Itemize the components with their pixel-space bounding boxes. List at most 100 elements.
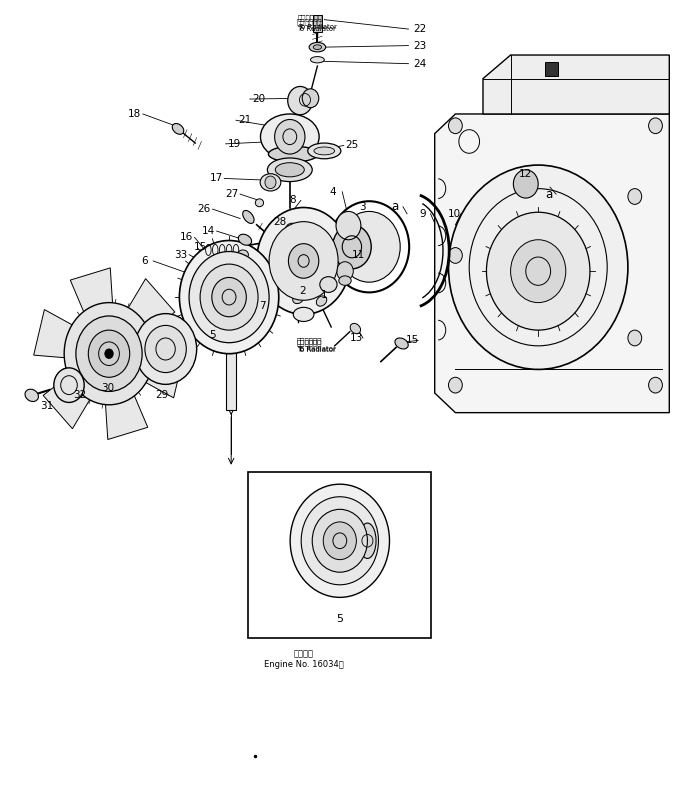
Text: 2: 2 <box>299 286 306 296</box>
Circle shape <box>145 325 186 373</box>
Text: 22: 22 <box>413 24 426 34</box>
Circle shape <box>189 252 269 343</box>
Circle shape <box>285 223 299 239</box>
Circle shape <box>628 330 642 346</box>
Circle shape <box>338 211 400 282</box>
Text: 7: 7 <box>259 301 266 310</box>
Circle shape <box>448 165 628 369</box>
Circle shape <box>649 118 662 134</box>
Circle shape <box>448 377 462 393</box>
Circle shape <box>329 201 409 292</box>
Ellipse shape <box>359 523 376 558</box>
Polygon shape <box>435 114 669 413</box>
Polygon shape <box>104 382 148 439</box>
Ellipse shape <box>339 276 351 285</box>
Text: 30: 30 <box>101 384 115 393</box>
Ellipse shape <box>309 42 326 52</box>
Circle shape <box>333 225 371 269</box>
Text: 13: 13 <box>349 333 363 343</box>
Text: To Radiator: To Radiator <box>297 346 335 352</box>
Circle shape <box>513 170 538 198</box>
Ellipse shape <box>261 114 319 160</box>
Circle shape <box>649 377 662 393</box>
Text: 15: 15 <box>193 242 207 252</box>
Circle shape <box>200 264 258 330</box>
Text: a: a <box>391 200 398 213</box>
Ellipse shape <box>320 277 337 292</box>
Circle shape <box>275 119 305 154</box>
Text: 26: 26 <box>197 204 211 214</box>
Polygon shape <box>241 296 262 310</box>
Text: 14: 14 <box>201 226 215 236</box>
Text: 3: 3 <box>359 202 366 211</box>
Text: 5: 5 <box>355 567 362 577</box>
Circle shape <box>288 86 313 115</box>
Text: 28: 28 <box>273 217 287 226</box>
Circle shape <box>302 89 319 108</box>
Circle shape <box>207 259 221 274</box>
Circle shape <box>301 497 378 585</box>
Circle shape <box>448 118 462 134</box>
Polygon shape <box>34 310 84 359</box>
Text: 12: 12 <box>519 170 533 179</box>
Bar <box>313 15 322 32</box>
Ellipse shape <box>314 147 335 155</box>
Ellipse shape <box>260 174 281 191</box>
Ellipse shape <box>293 294 304 303</box>
Text: To Radiator: To Radiator <box>298 24 337 30</box>
Circle shape <box>76 316 142 391</box>
Circle shape <box>288 244 319 278</box>
Ellipse shape <box>293 307 314 321</box>
Circle shape <box>448 248 462 263</box>
Circle shape <box>257 208 351 314</box>
Text: 23: 23 <box>413 41 426 50</box>
Ellipse shape <box>268 146 318 162</box>
Text: 9: 9 <box>419 209 426 219</box>
Text: 適用号数: 適用号数 <box>294 649 313 659</box>
Ellipse shape <box>275 163 304 177</box>
Ellipse shape <box>237 250 248 259</box>
Circle shape <box>486 212 590 330</box>
Ellipse shape <box>395 338 408 349</box>
Text: 29: 29 <box>155 391 168 400</box>
Text: 25: 25 <box>345 141 359 150</box>
Circle shape <box>54 368 84 402</box>
Circle shape <box>265 176 276 189</box>
Circle shape <box>337 262 353 281</box>
Ellipse shape <box>238 234 252 245</box>
Ellipse shape <box>25 389 39 402</box>
Text: 5: 5 <box>336 614 344 623</box>
Circle shape <box>312 509 367 572</box>
Circle shape <box>135 314 197 384</box>
Text: 4: 4 <box>329 187 336 196</box>
Polygon shape <box>134 348 184 398</box>
Text: 21: 21 <box>238 116 252 125</box>
Circle shape <box>323 522 356 560</box>
Text: 20: 20 <box>252 94 266 104</box>
Text: 31: 31 <box>40 401 54 410</box>
Text: 32: 32 <box>72 390 86 399</box>
Text: 5: 5 <box>209 330 216 340</box>
Circle shape <box>336 211 361 240</box>
Text: 16: 16 <box>179 233 193 242</box>
Text: 24: 24 <box>413 59 426 68</box>
Ellipse shape <box>313 45 322 50</box>
Ellipse shape <box>308 143 341 159</box>
Text: 1: 1 <box>321 290 328 299</box>
Text: 8: 8 <box>289 196 296 205</box>
Text: 10: 10 <box>447 209 461 219</box>
Bar <box>545 62 558 76</box>
Text: 18: 18 <box>128 109 141 119</box>
Circle shape <box>64 303 154 405</box>
Bar <box>226 322 236 410</box>
Circle shape <box>511 240 566 303</box>
Circle shape <box>212 277 246 317</box>
Circle shape <box>290 484 389 597</box>
Ellipse shape <box>316 296 327 307</box>
Circle shape <box>179 241 279 354</box>
Ellipse shape <box>172 123 184 134</box>
Text: ラジエータへ: ラジエータへ <box>298 15 324 21</box>
Text: Engine No. 16034～: Engine No. 16034～ <box>264 659 344 669</box>
Text: 15: 15 <box>406 336 420 345</box>
Text: a: a <box>546 188 553 200</box>
